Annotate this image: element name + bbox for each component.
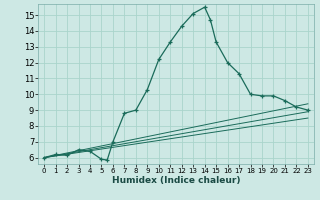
X-axis label: Humidex (Indice chaleur): Humidex (Indice chaleur) — [112, 176, 240, 185]
